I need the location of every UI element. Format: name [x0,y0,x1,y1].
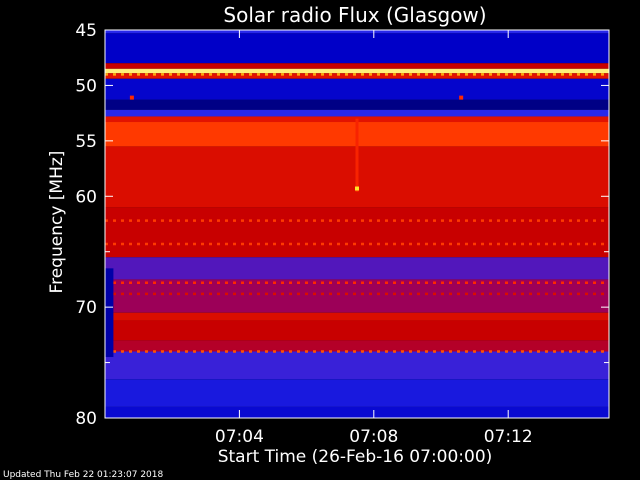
band-3 [105,68,609,74]
band-6 [105,99,609,110]
y-tick-label: 50 [75,76,97,96]
band-16 [105,340,609,352]
band-18 [105,379,609,407]
band-5 [105,78,609,100]
x-tick-label: 07:08 [349,427,398,447]
updated-timestamp: Updated Thu Feb 22 01:23:07 2018 [3,470,164,480]
band-13 [105,279,609,313]
band-17 [105,351,609,380]
band-12 [105,257,609,280]
y-tick-label: 80 [75,409,97,429]
y-tick-label: 70 [75,298,97,318]
band-11 [105,207,609,258]
burst-streak-0 [355,118,359,192]
plot-area [105,30,609,418]
chart-title: Solar radio Flux (Glasgow) [223,3,486,27]
plot-frame [104,29,610,419]
y-tick-label: 45 [75,21,97,41]
data-gap [105,268,114,358]
y-tick-label: 55 [75,132,97,152]
x-tick-label: 07:04 [215,427,264,447]
band-4 [105,73,609,79]
band-0 [105,30,609,34]
y-tick-label: 60 [75,187,97,207]
band-7 [105,109,609,117]
x-tick-label: 07:12 [484,427,533,447]
spot-2 [129,95,134,100]
band-14 [105,312,609,321]
x-axis-title: Start Time (26-Feb-16 07:00:00) [218,447,493,467]
band-15 [105,320,609,341]
y-axis: 45 50 55 60 70 80 [75,21,609,429]
burst-dot-1 [355,186,359,191]
y-axis-title: Frequency [MHz] [47,151,67,294]
band-2 [105,63,609,69]
x-axis: 07:04 07:08 07:12 [215,30,533,447]
spot-3 [459,95,464,100]
band-19 [105,406,609,418]
band-1 [105,33,609,64]
